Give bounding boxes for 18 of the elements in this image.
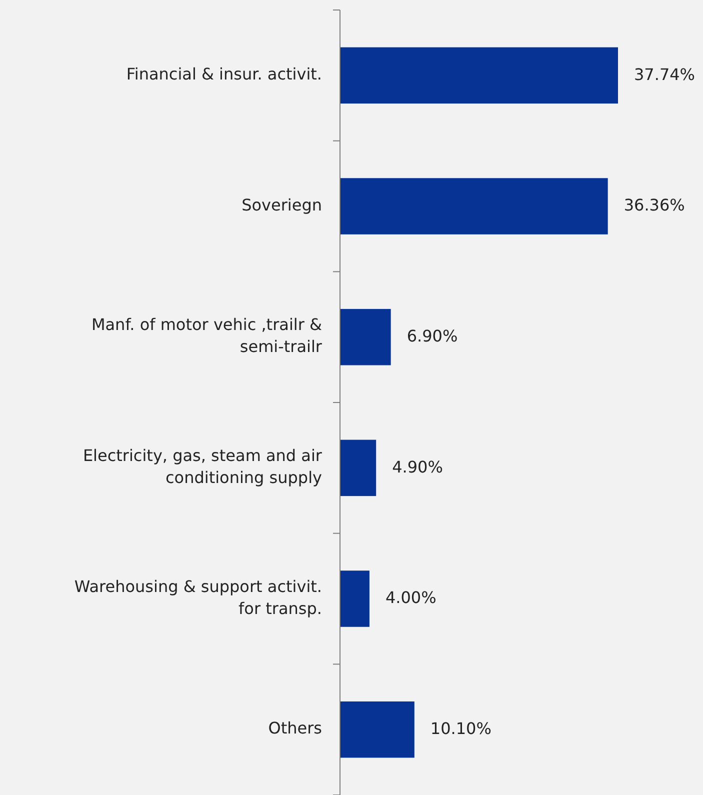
data-label: 4.90%: [392, 457, 443, 476]
y-tick-label: Manf. of motor vehic ,trailr & semi-trailr: [91, 315, 322, 356]
y-tick-label: Electricity, gas, steam and air conditioning supply: [82, 446, 322, 488]
y-tick-label: Financial & insur. activit.: [126, 64, 322, 84]
y-tick-label: Soveriegn: [242, 196, 322, 215]
bar: [340, 308, 391, 366]
data-label: 36.36%: [624, 196, 685, 215]
data-label: 6.90%: [406, 326, 458, 346]
y-tick-label: Warehousing & support activit. for transp.: [74, 577, 322, 618]
bar: [340, 570, 370, 627]
bar: [340, 440, 376, 496]
data-label: 10.10%: [430, 718, 492, 738]
data-label: 4.00%: [385, 588, 436, 608]
bar: [340, 178, 608, 234]
y-tick-label: Others: [268, 718, 322, 738]
bar: [340, 47, 618, 104]
data-label: 37.74%: [634, 64, 696, 84]
bar: [340, 701, 414, 758]
